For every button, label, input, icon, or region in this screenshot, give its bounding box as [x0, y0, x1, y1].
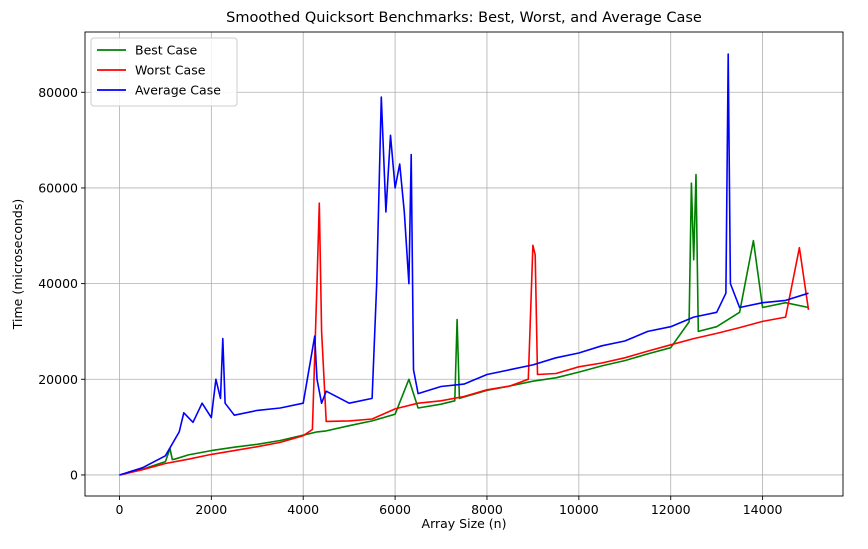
x-axis-label: Array Size (n) [422, 516, 507, 531]
x-axis-ticks: 0 2000 4000 6000 8000 10000 12000 14000 [115, 496, 783, 517]
grid-lines [85, 32, 843, 496]
legend-label-worst-case: Worst Case [135, 63, 206, 78]
y-tick-label: 60000 [38, 180, 78, 195]
legend-entries: Best Case Worst Case Average Case [97, 43, 221, 98]
x-tick-label: 10000 [559, 502, 599, 517]
series-line-average-case [119, 53, 809, 476]
x-tick-label: 14000 [743, 502, 783, 517]
chart-title: Smoothed Quicksort Benchmarks: Best, Wor… [226, 10, 702, 26]
y-tick-label: 20000 [38, 372, 78, 387]
legend: Best Case Worst Case Average Case [90, 37, 238, 107]
legend-label-average-case: Average Case [135, 83, 221, 98]
y-axis-label: Time (microseconds) [10, 199, 25, 330]
axes-frame [84, 31, 844, 497]
series-lines [119, 53, 810, 476]
y-tick-label: 40000 [38, 276, 78, 291]
x-tick-label: 2000 [195, 502, 227, 517]
y-tick-label: 80000 [38, 85, 78, 100]
y-axis-ticks: 0 20000 40000 60000 80000 [38, 85, 85, 482]
x-tick-label: 6000 [379, 502, 411, 517]
legend-label-best-case: Best Case [135, 43, 198, 58]
x-tick-label: 4000 [287, 502, 319, 517]
x-tick-label: 8000 [471, 502, 503, 517]
series-line-best-case [119, 173, 809, 476]
x-tick-label: 0 [115, 502, 123, 517]
legend-box [90, 37, 238, 107]
y-tick-label: 0 [70, 467, 78, 482]
x-tick-label: 12000 [651, 502, 691, 517]
series-line-worst-case [119, 202, 810, 476]
